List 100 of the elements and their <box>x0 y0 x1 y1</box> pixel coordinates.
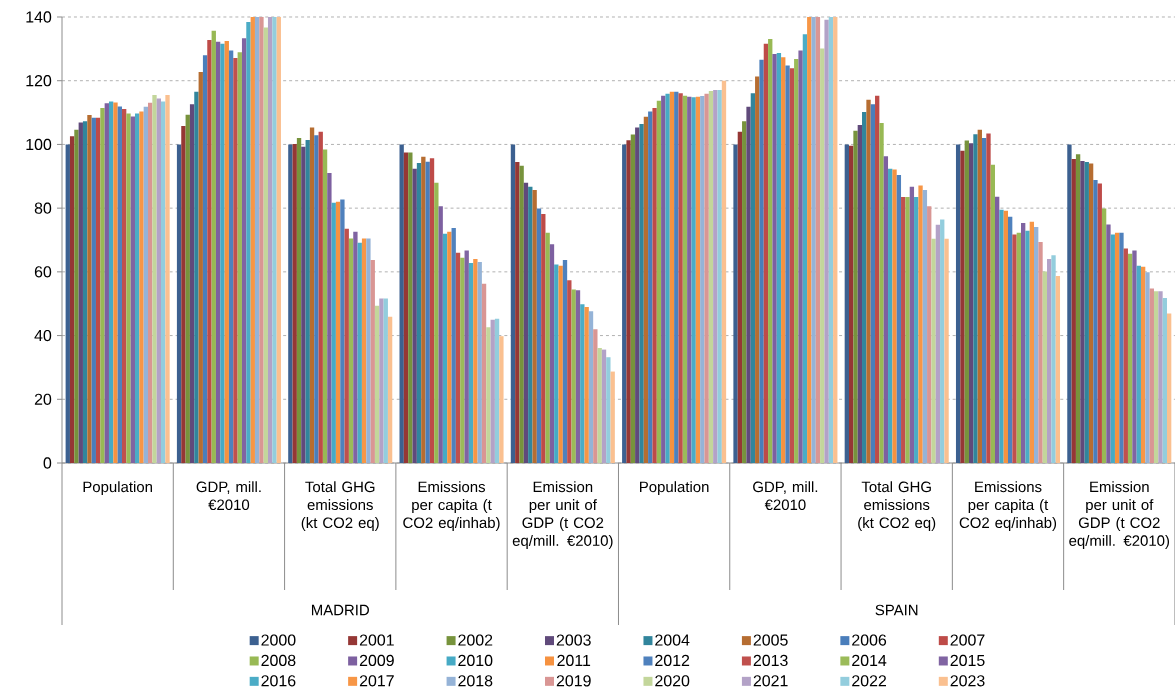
legend-label: 2004 <box>655 634 690 646</box>
bar <box>335 201 341 463</box>
bar <box>944 238 949 463</box>
bar <box>254 17 260 463</box>
bar <box>215 41 221 463</box>
bar <box>510 144 516 463</box>
x-tick-label: Emissions per capita (t CO2 eq/inhab) <box>959 481 1057 531</box>
bar <box>288 144 293 463</box>
bar <box>438 206 443 463</box>
bar <box>515 161 520 463</box>
bar <box>387 316 393 463</box>
bar <box>143 106 148 463</box>
x-tick-label: Total GHG emissions (kt CO2 eq) <box>301 481 379 531</box>
bar <box>379 298 384 463</box>
bar <box>909 186 915 463</box>
bar <box>665 93 670 463</box>
bar <box>1158 291 1163 463</box>
bar <box>139 111 144 463</box>
bar <box>442 233 448 463</box>
legend-label: 2015 <box>950 654 985 667</box>
bar <box>853 130 858 463</box>
bar <box>588 311 594 463</box>
bar <box>348 238 354 463</box>
bar <box>176 144 182 463</box>
bar <box>434 182 439 463</box>
bar <box>977 129 982 463</box>
bar <box>447 231 452 463</box>
bar <box>185 114 190 463</box>
bar <box>922 189 928 463</box>
bar <box>494 318 500 463</box>
bar <box>331 202 336 463</box>
bar <box>593 329 598 463</box>
bar <box>807 17 812 463</box>
bar <box>1042 271 1048 463</box>
bar <box>1123 248 1128 463</box>
bar <box>1071 159 1076 463</box>
bar <box>940 219 945 463</box>
bar <box>259 17 264 463</box>
legend-label: 2001 <box>359 634 394 646</box>
legend-label: 2011 <box>557 654 591 667</box>
bar <box>181 125 186 463</box>
text: SPAIN <box>875 604 918 616</box>
bar <box>759 59 764 463</box>
bar <box>849 145 854 463</box>
bar <box>798 50 803 463</box>
bar <box>366 238 371 463</box>
bar <box>1029 221 1035 463</box>
bar <box>374 305 380 463</box>
bar <box>241 38 247 463</box>
bar <box>717 89 722 463</box>
bar <box>486 327 491 463</box>
bar <box>1136 265 1141 463</box>
bar <box>776 53 782 463</box>
bar <box>870 104 876 463</box>
bar <box>455 252 461 463</box>
bar <box>1025 230 1030 463</box>
bar <box>296 138 302 463</box>
bar <box>622 144 627 463</box>
bar <box>682 95 688 463</box>
bar <box>519 165 524 463</box>
bar <box>207 39 212 463</box>
legend-label: 2007 <box>950 634 985 646</box>
bar <box>763 43 769 463</box>
bar <box>1106 224 1111 463</box>
bar <box>536 208 542 463</box>
bar <box>888 168 893 463</box>
bar <box>100 108 105 463</box>
bar <box>630 134 636 463</box>
bar <box>429 158 435 463</box>
bar <box>451 227 456 463</box>
bar <box>968 143 974 463</box>
bar <box>108 101 114 463</box>
bar <box>571 289 576 463</box>
bar <box>473 259 478 463</box>
bar <box>973 134 978 463</box>
x-tick-label: Emissions per capita (t CO2 eq/inhab) <box>403 481 500 531</box>
bar <box>875 95 880 463</box>
bar <box>687 96 692 463</box>
bar <box>554 264 559 463</box>
bar <box>130 116 135 463</box>
bar <box>1021 223 1026 463</box>
bar <box>927 206 932 463</box>
bar <box>828 17 834 463</box>
x-tick-label: GDP, mill. €2010 <box>196 481 261 511</box>
bar <box>656 100 662 463</box>
legend-label: 2016 <box>261 675 296 687</box>
bar <box>113 102 118 463</box>
bar <box>1038 241 1043 463</box>
bar <box>1145 272 1150 463</box>
bar <box>1110 234 1115 463</box>
legend-label: 2013 <box>753 654 788 667</box>
bar <box>1080 160 1085 463</box>
bar <box>194 91 199 463</box>
legend-label: 2012 <box>655 654 690 667</box>
bar <box>408 152 413 463</box>
bar <box>399 144 404 463</box>
bar <box>1055 276 1061 463</box>
bar <box>237 52 242 463</box>
bar <box>1008 216 1013 463</box>
bar <box>558 265 563 463</box>
